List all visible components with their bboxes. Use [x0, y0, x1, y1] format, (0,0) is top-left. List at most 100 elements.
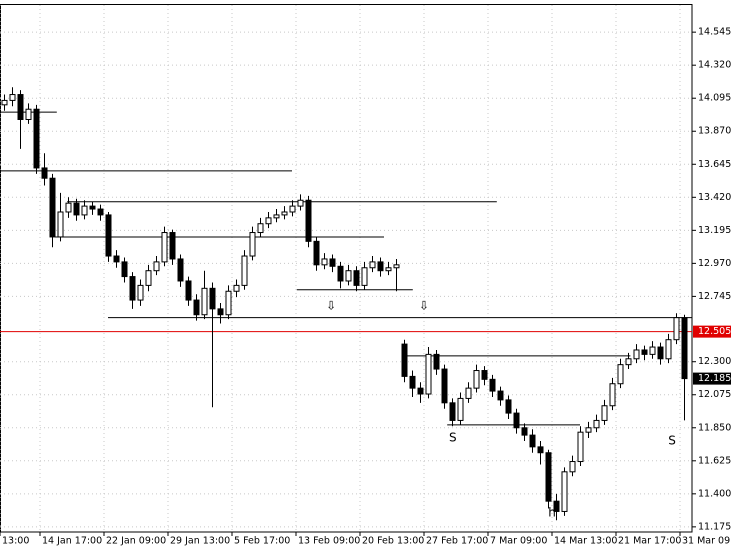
candle-body: [633, 349, 640, 360]
candle-body: [201, 287, 208, 316]
y-tick-label: 11.175: [698, 521, 731, 532]
candle-body: [561, 471, 568, 512]
x-tick-label: 29 Jan 13:00: [170, 536, 230, 547]
y-tick-label: 11.400: [698, 488, 731, 499]
annotation: h: [548, 505, 556, 519]
y-tick-label: 12.075: [698, 389, 731, 400]
candle-body: [369, 261, 376, 269]
y-tick-label: 12.745: [698, 291, 731, 302]
y-tick-label: 13.195: [698, 225, 731, 236]
candle-body: [537, 446, 544, 454]
candle-body: [449, 402, 456, 421]
candle-body: [113, 255, 120, 263]
candle-body: [265, 217, 272, 225]
y-tick-label: 14.095: [698, 93, 731, 104]
annotation: ⇩: [326, 298, 336, 312]
y-tick-label: 14.320: [698, 60, 731, 71]
candle-body: [529, 434, 536, 448]
y-tick-label: 11.850: [698, 422, 731, 433]
candle-body: [137, 284, 144, 301]
price-label-box: [693, 325, 731, 338]
candle-body: [609, 383, 616, 407]
candle-body: [345, 270, 352, 282]
candle-body: [329, 258, 336, 267]
candle-body: [585, 427, 592, 433]
candle-body: [121, 261, 128, 278]
candle-body: [377, 261, 384, 272]
candle-body: [97, 208, 104, 216]
candle-body: [385, 267, 392, 272]
y-tick-label: 11.625: [698, 455, 731, 466]
x-tick-label: 7 Mar 09:00: [490, 536, 547, 547]
candle-body: [241, 255, 248, 286]
candle-body: [233, 284, 240, 292]
candle-body: [521, 427, 528, 436]
candle-body: [553, 500, 560, 512]
candle-body: [9, 94, 16, 101]
y-tick-label: 14.545: [698, 27, 731, 38]
candle-body: [313, 240, 320, 266]
plot-frame: [0, 4, 693, 533]
x-tick-label: 22 Jan 09:00: [106, 536, 166, 547]
candle-body: [81, 205, 88, 216]
price-label-box: [693, 372, 731, 385]
candle-body: [65, 202, 72, 213]
candle-body: [177, 258, 184, 282]
candle-body: [673, 317, 680, 341]
candle-body: [89, 205, 96, 210]
x-tick-label: 20 Feb 13:00: [362, 536, 424, 547]
y-tick-label: 13.420: [698, 192, 731, 203]
x-tick-label: 14 Jan 17:00: [42, 536, 102, 547]
candle-body: [489, 378, 496, 392]
candle-body: [417, 387, 424, 395]
candle-body: [481, 370, 488, 380]
candle-body: [657, 346, 664, 360]
candle-body: [361, 267, 368, 286]
candle-body: [505, 399, 512, 414]
candle-body: [625, 358, 632, 366]
candle-body: [441, 368, 448, 404]
x-tick-label: 5 Feb 17:00: [234, 536, 290, 547]
x-tick-label: 14 Mar 13:00: [554, 536, 617, 547]
candle-body: [665, 339, 672, 360]
candle-body: [353, 270, 360, 286]
candle-body: [433, 353, 440, 370]
candle-body: [593, 419, 600, 429]
candle-body: [401, 343, 408, 377]
candle-body: [457, 397, 464, 421]
candle-body: [73, 202, 80, 216]
candle-body: [193, 299, 200, 316]
candle-body: [497, 390, 504, 401]
candle-body: [17, 94, 24, 121]
candle-body: [305, 199, 312, 242]
candle-body: [545, 452, 552, 502]
candle-body: [601, 405, 608, 421]
candle-body: [185, 280, 192, 301]
y-tick-label: 13.645: [698, 159, 731, 170]
candle-body: [649, 346, 656, 355]
candle-body: [681, 317, 688, 380]
annotation: ⇩: [419, 298, 429, 312]
candle-body: [473, 370, 480, 389]
candle-body: [409, 375, 416, 389]
x-tick-label: 27 Feb 17:00: [426, 536, 488, 547]
candle-body: [153, 261, 160, 272]
candle-body: [129, 276, 136, 301]
candle-body: [617, 364, 624, 385]
candle-body: [41, 167, 48, 179]
y-tick-label: 12.300: [698, 356, 731, 367]
x-tick-label: 21 Mar 17:00: [618, 536, 681, 547]
candle-body: [337, 265, 344, 282]
price-label: 12.505: [698, 326, 731, 337]
candle-body: [49, 177, 56, 238]
x-tick-label: 13 Feb 09:00: [298, 536, 360, 547]
candle-body: [273, 214, 280, 219]
candle-body: [25, 108, 32, 121]
candle-body: [257, 223, 264, 234]
x-tick-label: 13:00: [2, 536, 29, 547]
candle-body: [249, 232, 256, 257]
candle-body: [209, 287, 216, 310]
candle-body: [57, 211, 64, 238]
